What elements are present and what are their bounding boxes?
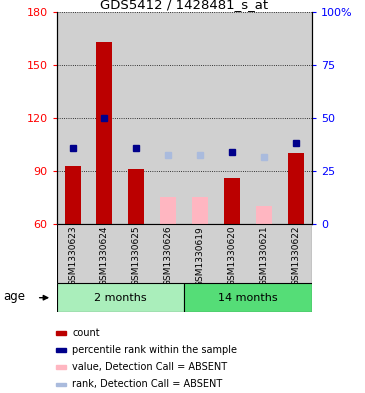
Text: rank, Detection Call = ABSENT: rank, Detection Call = ABSENT bbox=[72, 379, 223, 389]
Text: percentile rank within the sample: percentile rank within the sample bbox=[72, 345, 237, 355]
Bar bbox=[224, 178, 240, 224]
Bar bbox=[120, 224, 153, 283]
Bar bbox=[55, 382, 66, 386]
Bar bbox=[153, 12, 184, 224]
Bar bbox=[248, 12, 280, 224]
Text: GSM1330619: GSM1330619 bbox=[196, 226, 205, 286]
Bar bbox=[256, 206, 272, 224]
Bar bbox=[153, 224, 184, 283]
Bar bbox=[57, 224, 89, 283]
Text: count: count bbox=[72, 328, 100, 338]
Bar bbox=[128, 169, 145, 224]
Bar bbox=[120, 12, 153, 224]
Bar bbox=[216, 224, 248, 283]
Text: 2 months: 2 months bbox=[94, 293, 147, 303]
Bar bbox=[65, 165, 81, 224]
Text: GSM1330625: GSM1330625 bbox=[132, 226, 141, 286]
Bar bbox=[55, 365, 66, 369]
Bar bbox=[55, 331, 66, 335]
Bar bbox=[57, 283, 184, 312]
Bar bbox=[184, 283, 312, 312]
Bar bbox=[96, 42, 112, 224]
Bar bbox=[192, 197, 208, 224]
Text: GSM1330626: GSM1330626 bbox=[164, 226, 173, 286]
Text: GSM1330622: GSM1330622 bbox=[292, 226, 301, 286]
Bar bbox=[280, 12, 312, 224]
Bar bbox=[184, 12, 216, 224]
Bar bbox=[216, 12, 248, 224]
Bar bbox=[89, 224, 120, 283]
Text: GSM1330620: GSM1330620 bbox=[228, 226, 237, 286]
Title: GDS5412 / 1428481_s_at: GDS5412 / 1428481_s_at bbox=[100, 0, 268, 11]
Bar bbox=[55, 348, 66, 352]
Text: GSM1330624: GSM1330624 bbox=[100, 226, 109, 286]
Bar bbox=[184, 224, 216, 283]
Bar bbox=[160, 197, 176, 224]
Bar bbox=[288, 153, 304, 224]
Bar bbox=[89, 12, 120, 224]
Text: value, Detection Call = ABSENT: value, Detection Call = ABSENT bbox=[72, 362, 227, 372]
Text: GSM1330623: GSM1330623 bbox=[68, 226, 77, 286]
Bar bbox=[57, 12, 89, 224]
Bar bbox=[280, 224, 312, 283]
Bar bbox=[248, 224, 280, 283]
Text: GSM1330621: GSM1330621 bbox=[260, 226, 269, 286]
Text: age: age bbox=[3, 290, 25, 303]
Text: 14 months: 14 months bbox=[218, 293, 278, 303]
